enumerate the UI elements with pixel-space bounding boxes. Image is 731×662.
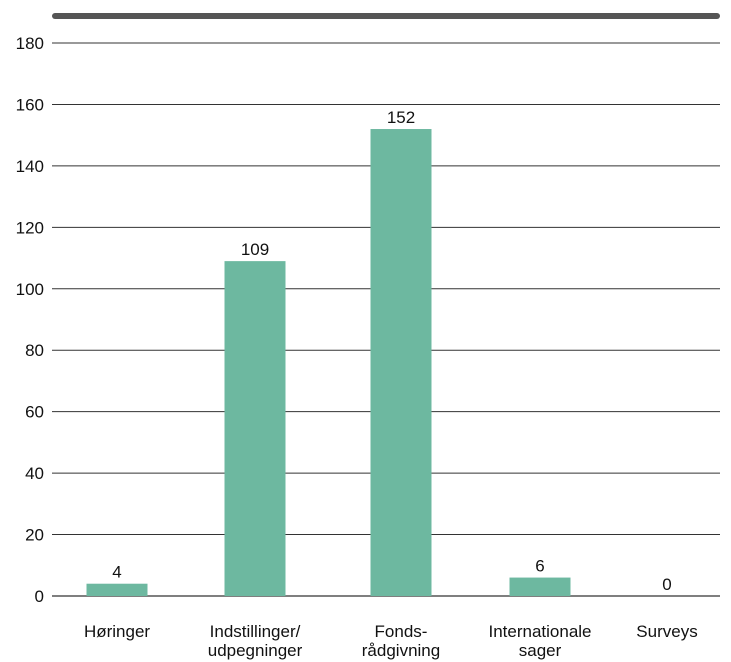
y-tick-label: 140 — [16, 157, 44, 176]
y-tick-label: 40 — [25, 464, 44, 483]
x-category-label-line: Fonds- — [375, 622, 428, 641]
x-category-label: Fonds-rådgivning — [362, 622, 440, 660]
bar — [509, 577, 571, 596]
data-label: 152 — [387, 108, 415, 127]
y-tick-label: 0 — [35, 587, 44, 606]
x-category-label-line: rådgivning — [362, 641, 440, 660]
y-tick-label: 120 — [16, 218, 44, 237]
x-category-label-line: Internationale — [488, 622, 591, 641]
x-category-label: Indstillinger/udpegninger — [208, 622, 303, 660]
x-category-label: Høringer — [84, 622, 150, 641]
x-category-label-line: Surveys — [636, 622, 697, 641]
x-category-label: Surveys — [636, 622, 697, 641]
x-category-label-line: Høringer — [84, 622, 150, 641]
y-tick-label: 160 — [16, 95, 44, 114]
x-category-label-line: sager — [519, 641, 562, 660]
y-tick-label: 180 — [16, 34, 44, 53]
data-label: 4 — [112, 563, 121, 582]
y-tick-label: 60 — [25, 403, 44, 422]
bar — [86, 583, 148, 596]
data-labels: 4 109 152 6 0 — [112, 108, 671, 594]
top-rule — [52, 13, 720, 19]
x-category-label: Internationale sager — [488, 622, 591, 660]
y-tick-label: 20 — [25, 526, 44, 545]
y-tick-label: 100 — [16, 280, 44, 299]
data-label: 0 — [662, 575, 671, 594]
y-tick-label: 80 — [25, 341, 44, 360]
x-axis-categories: Høringer Indstillinger/udpegninger Fonds-r… — [84, 622, 698, 660]
x-category-label-line: udpegninger — [208, 641, 303, 660]
bar — [224, 261, 286, 596]
data-label: 6 — [535, 557, 544, 576]
y-axis-ticks: 0 20 40 60 80 100 120 140 160 180 — [16, 34, 44, 606]
bar — [370, 129, 432, 596]
x-category-label-line: Indstillinger/ — [210, 622, 301, 641]
bars — [86, 129, 571, 596]
data-label: 109 — [241, 240, 269, 259]
